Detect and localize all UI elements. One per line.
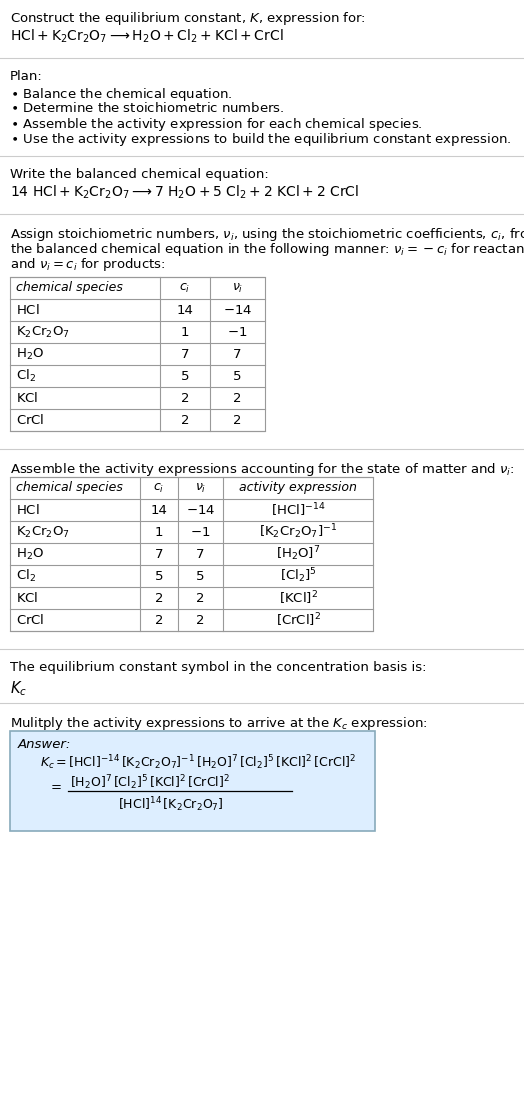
Text: $-14$: $-14$ — [186, 503, 215, 517]
Text: 2: 2 — [155, 613, 163, 626]
Text: 2: 2 — [181, 413, 189, 426]
Text: $\mathrm{HCl}$: $\mathrm{HCl}$ — [16, 303, 40, 317]
Text: Mulitply the activity expressions to arrive at the $K_c$ expression:: Mulitply the activity expressions to arr… — [10, 715, 428, 732]
Text: 14: 14 — [150, 503, 168, 517]
Text: $[\mathrm{Cl_2}]^{5}$: $[\mathrm{Cl_2}]^{5}$ — [280, 567, 316, 586]
Text: $\bullet$ Use the activity expressions to build the equilibrium constant express: $\bullet$ Use the activity expressions t… — [10, 131, 511, 148]
Text: $\mathrm{Cl_2}$: $\mathrm{Cl_2}$ — [16, 368, 36, 384]
Text: $\nu_i$: $\nu_i$ — [195, 481, 206, 495]
Text: 5: 5 — [181, 369, 189, 382]
Text: $\mathrm{K_2Cr_2O_7}$: $\mathrm{K_2Cr_2O_7}$ — [16, 524, 70, 540]
Text: 5: 5 — [233, 369, 242, 382]
Text: $\bullet$ Balance the chemical equation.: $\bullet$ Balance the chemical equation. — [10, 86, 233, 103]
Text: Plan:: Plan: — [10, 70, 43, 84]
Text: $c_i$: $c_i$ — [154, 481, 165, 495]
Text: $[\mathrm{CrCl}]^{2}$: $[\mathrm{CrCl}]^{2}$ — [276, 611, 321, 629]
Text: $\mathrm{H_2O}$: $\mathrm{H_2O}$ — [16, 346, 44, 362]
Text: 14: 14 — [177, 303, 193, 317]
Text: $\mathrm{H_2O}$: $\mathrm{H_2O}$ — [16, 546, 44, 562]
Text: 2: 2 — [196, 613, 205, 626]
Text: $\bullet$ Determine the stoichiometric numbers.: $\bullet$ Determine the stoichiometric n… — [10, 101, 285, 115]
Text: $\mathrm{Cl_2}$: $\mathrm{Cl_2}$ — [16, 568, 36, 584]
Text: $[\mathrm{K_2Cr_2O_7}]^{-1}$: $[\mathrm{K_2Cr_2O_7}]^{-1}$ — [259, 523, 337, 542]
Text: Assign stoichiometric numbers, $\nu_i$, using the stoichiometric coefficients, $: Assign stoichiometric numbers, $\nu_i$, … — [10, 226, 524, 243]
Text: $\mathrm{KCl}$: $\mathrm{KCl}$ — [16, 591, 38, 606]
Text: Write the balanced chemical equation:: Write the balanced chemical equation: — [10, 168, 269, 181]
Text: $K_c = [\mathrm{HCl}]^{-14}\,[\mathrm{K_2Cr_2O_7}]^{-1}\,[\mathrm{H_2O}]^{7}\,[\: $K_c = [\mathrm{HCl}]^{-14}\,[\mathrm{K_… — [40, 753, 356, 771]
Text: $\nu_i$: $\nu_i$ — [232, 281, 243, 295]
Text: 2: 2 — [155, 591, 163, 604]
Text: 1: 1 — [181, 325, 189, 338]
Text: chemical species: chemical species — [16, 481, 123, 495]
Text: 2: 2 — [181, 391, 189, 404]
Text: $14\ \mathrm{HCl} + \mathrm{K_2Cr_2O_7} \longrightarrow 7\ \mathrm{H_2O} + 5\ \m: $14\ \mathrm{HCl} + \mathrm{K_2Cr_2O_7} … — [10, 184, 359, 201]
Text: $-1$: $-1$ — [227, 325, 248, 338]
Text: $[\mathrm{H_2O}]^{7}\,[\mathrm{Cl_2}]^{5}\,[\mathrm{KCl}]^{2}\,[\mathrm{CrCl}]^{: $[\mathrm{H_2O}]^{7}\,[\mathrm{Cl_2}]^{5… — [70, 773, 230, 791]
Text: 2: 2 — [196, 591, 205, 604]
Text: the balanced chemical equation in the following manner: $\nu_i = -c_i$ for react: the balanced chemical equation in the fo… — [10, 241, 524, 258]
Bar — [10, 731, 375, 831]
Text: 7: 7 — [196, 547, 205, 560]
Text: 5: 5 — [196, 569, 205, 582]
Text: $K_c$: $K_c$ — [10, 679, 27, 698]
Text: 2: 2 — [233, 413, 242, 426]
Text: 7: 7 — [181, 347, 189, 360]
Text: Construct the equilibrium constant, $K$, expression for:: Construct the equilibrium constant, $K$,… — [10, 10, 366, 27]
Text: $-1$: $-1$ — [190, 525, 211, 539]
Bar — [10, 477, 373, 631]
Text: $\mathrm{HCl} + \mathrm{K_2Cr_2O_7} \longrightarrow \mathrm{H_2O} + \mathrm{Cl_2: $\mathrm{HCl} + \mathrm{K_2Cr_2O_7} \lon… — [10, 27, 283, 45]
Text: activity expression: activity expression — [239, 481, 357, 495]
Text: $\mathrm{CrCl}$: $\mathrm{CrCl}$ — [16, 413, 45, 428]
Text: $c_i$: $c_i$ — [179, 281, 191, 295]
Text: 5: 5 — [155, 569, 163, 582]
Text: $\mathrm{HCl}$: $\mathrm{HCl}$ — [16, 503, 40, 517]
Text: $\bullet$ Assemble the activity expression for each chemical species.: $\bullet$ Assemble the activity expressi… — [10, 116, 423, 133]
Text: $\mathrm{CrCl}$: $\mathrm{CrCl}$ — [16, 613, 45, 628]
Text: $-14$: $-14$ — [223, 303, 252, 317]
Text: and $\nu_i = c_i$ for products:: and $\nu_i = c_i$ for products: — [10, 256, 166, 273]
Text: $[\mathrm{HCl}]^{14}\,[\mathrm{K_2Cr_2O_7}]$: $[\mathrm{HCl}]^{14}\,[\mathrm{K_2Cr_2O_… — [118, 795, 224, 813]
Text: $[\mathrm{H_2O}]^{7}$: $[\mathrm{H_2O}]^{7}$ — [276, 545, 320, 564]
Text: 1: 1 — [155, 525, 163, 539]
Text: $\mathrm{KCl}$: $\mathrm{KCl}$ — [16, 391, 38, 406]
Text: chemical species: chemical species — [16, 281, 123, 295]
Bar — [10, 277, 265, 431]
Text: 7: 7 — [155, 547, 163, 560]
Text: The equilibrium constant symbol in the concentration basis is:: The equilibrium constant symbol in the c… — [10, 660, 427, 674]
Text: Answer:: Answer: — [18, 739, 71, 751]
Text: Assemble the activity expressions accounting for the state of matter and $\nu_i$: Assemble the activity expressions accoun… — [10, 460, 515, 478]
Text: 2: 2 — [233, 391, 242, 404]
Text: $\mathrm{K_2Cr_2O_7}$: $\mathrm{K_2Cr_2O_7}$ — [16, 324, 70, 340]
Text: $[\mathrm{HCl}]^{-14}$: $[\mathrm{HCl}]^{-14}$ — [271, 501, 325, 519]
Text: $[\mathrm{KCl}]^{2}$: $[\mathrm{KCl}]^{2}$ — [278, 589, 318, 607]
Text: 7: 7 — [233, 347, 242, 360]
Text: $=$: $=$ — [48, 779, 62, 792]
